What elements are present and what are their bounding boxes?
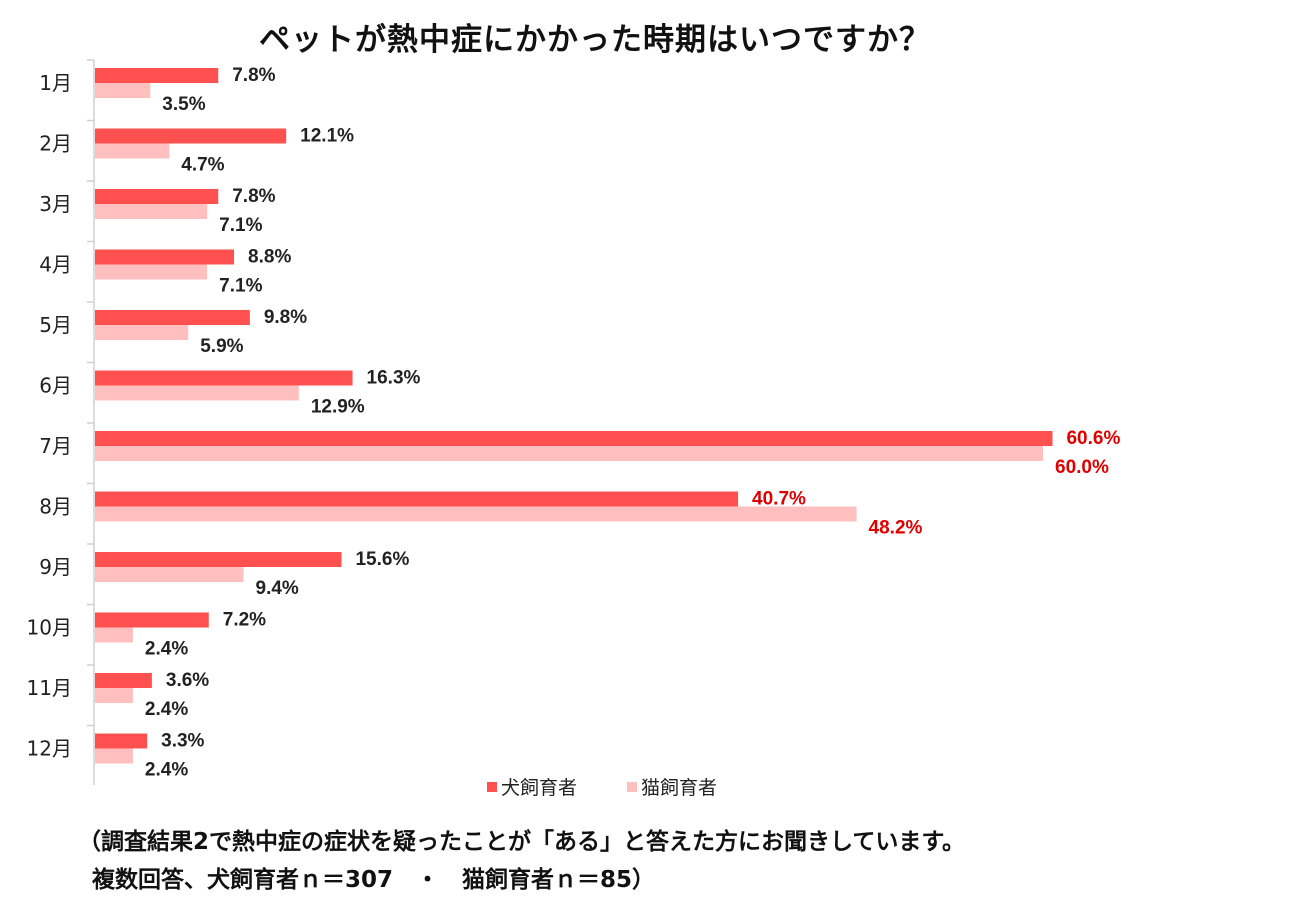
cat-value-label: 48.2%	[869, 518, 923, 539]
chart-title: ペットが熱中症にかかった時期はいつですか？	[259, 22, 931, 58]
category-label: 2月	[39, 132, 72, 156]
cat-value-label: 12.9%	[311, 397, 365, 418]
dog-value-label: 3.6%	[166, 670, 209, 691]
cat-bar	[95, 627, 133, 643]
dog-value-label: 15.6%	[355, 549, 409, 570]
cat-value-label: 2.4%	[145, 760, 188, 781]
dog-bar	[95, 310, 250, 325]
dog-bar	[95, 68, 219, 83]
legend-cat-swatch	[627, 782, 637, 792]
cat-bar	[95, 748, 133, 764]
cat-bar	[95, 83, 151, 98]
cat-value-label: 7.1%	[219, 215, 262, 236]
cat-bar	[95, 264, 208, 280]
dog-bar	[95, 431, 1053, 446]
footnote-line-1: （調査結果2で熱中症の症状を疑ったことが「ある」と答えた方にお聞きしています。	[78, 829, 966, 855]
cat-value-label: 60.0%	[1055, 457, 1109, 478]
cat-value-label: 9.4%	[256, 578, 299, 599]
dog-bar	[95, 189, 219, 204]
dog-value-label: 16.3%	[367, 368, 421, 389]
dog-value-label: 3.3%	[161, 731, 204, 752]
cat-value-label: 4.7%	[181, 155, 224, 176]
dog-value-label: 9.8%	[264, 307, 307, 328]
dog-bar	[95, 249, 235, 265]
category-label: 3月	[39, 192, 72, 216]
cat-bar	[95, 385, 299, 401]
dog-value-label: 8.8%	[248, 247, 291, 268]
category-label: 12月	[27, 737, 72, 761]
dog-bar	[95, 612, 209, 628]
dog-value-label: 60.6%	[1066, 428, 1120, 449]
category-label: 8月	[39, 495, 72, 519]
category-label: 9月	[39, 555, 72, 579]
dog-value-label: 7.8%	[232, 65, 275, 86]
dog-bar	[95, 370, 353, 386]
category-label: 4月	[39, 253, 72, 277]
dog-value-label: 7.8%	[232, 186, 275, 207]
category-label: 6月	[39, 374, 72, 398]
cat-bar	[95, 325, 189, 340]
cat-bar	[95, 567, 244, 582]
category-label: 5月	[39, 313, 72, 337]
dog-value-label: 12.1%	[300, 126, 354, 147]
cat-value-label: 7.1%	[219, 276, 262, 297]
legend-cat-label: 猫飼育者	[641, 777, 717, 799]
dog-bar	[95, 491, 739, 507]
dog-value-label: 40.7%	[752, 489, 806, 510]
cat-bar	[95, 506, 857, 522]
footnote-line-2: 複数回答、犬飼育者ｎ＝307 ・ 猫飼育者ｎ＝85）	[92, 867, 656, 893]
dog-bar	[95, 128, 287, 144]
cat-value-label: 3.5%	[162, 94, 205, 115]
category-label: 7月	[39, 434, 72, 458]
category-label: 1月	[39, 71, 72, 95]
cat-bar	[95, 204, 208, 219]
dog-value-label: 7.2%	[223, 610, 266, 631]
dog-bar	[95, 733, 148, 749]
cat-bar	[95, 446, 1043, 461]
category-label: 10月	[27, 616, 72, 640]
cat-bar	[95, 688, 133, 703]
cat-value-label: 2.4%	[145, 639, 188, 660]
dog-bar	[95, 552, 342, 567]
legend-dog-label: 犬飼育者	[501, 777, 577, 799]
cat-bar	[95, 143, 170, 159]
dog-bar	[95, 673, 152, 688]
legend-dog-swatch	[487, 782, 497, 792]
cat-value-label: 5.9%	[200, 336, 243, 357]
category-label: 11月	[27, 676, 72, 700]
cat-value-label: 2.4%	[145, 699, 188, 720]
